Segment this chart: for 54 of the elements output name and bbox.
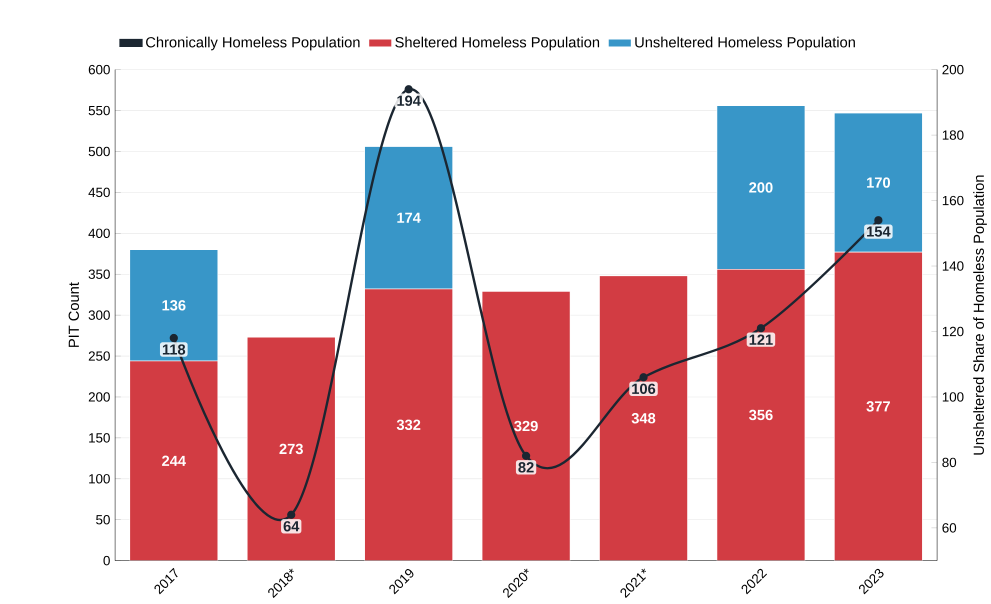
data-label: 356 [749, 410, 773, 420]
data-label: 194 [397, 96, 421, 106]
legend-label: Sheltered Homeless Population [395, 36, 600, 50]
point [639, 373, 648, 382]
y-tick-label: 600 [88, 64, 110, 74]
y-tick-label: 500 [88, 146, 110, 156]
legend-label: Unsheltered Homeless Population [635, 36, 855, 50]
point [756, 324, 766, 332]
data-label: 174 [397, 212, 421, 223]
y-tick-label: 150 [89, 433, 110, 443]
point [522, 452, 530, 460]
y-tick-label: 550 [88, 106, 110, 116]
data-label: 64 [284, 521, 300, 532]
data-label: 121 [750, 334, 773, 345]
legend-label: Chronically Homeless Population [146, 36, 360, 50]
data-label: 154 [867, 226, 891, 237]
y-tick-label: 0 [103, 556, 110, 566]
y2-tick-label: 200 [942, 64, 964, 74]
y2-tick-label: 60 [942, 523, 956, 533]
data-label: 348 [632, 413, 656, 424]
y-tick-label: 50 [96, 514, 110, 524]
data-label: 273 [279, 444, 303, 454]
data-label: 118 [162, 344, 186, 355]
data-label: 332 [396, 420, 420, 430]
data-label: 106 [632, 384, 656, 394]
y-tick-label: 250 [88, 351, 110, 361]
y-tick-label: 450 [88, 188, 110, 198]
y-tick-label: 200 [88, 392, 110, 402]
y2-tick-label: 120 [942, 326, 964, 336]
y2-tick-label: 180 [942, 130, 964, 140]
y2-tick-label: 80 [942, 458, 956, 468]
data-label: 82 [518, 462, 534, 473]
data-label: 329 [514, 420, 538, 432]
data-label: 244 [162, 456, 186, 466]
point [170, 334, 178, 342]
bar [246, 336, 336, 561]
y2-tick-label: 140 [942, 261, 964, 271]
data-label: 200 [749, 182, 773, 193]
y-tick-label: 350 [88, 270, 110, 279]
data-label: 136 [162, 300, 186, 311]
data-label: 170 [867, 177, 890, 188]
y-tick-label: 400 [88, 228, 110, 238]
y2-axis-title: Unsheltered Share of Homeless Population [973, 176, 987, 455]
data-label: 377 [866, 401, 890, 412]
y2-tick-label: 100 [942, 392, 964, 402]
bar [482, 291, 570, 561]
y-tick-label: 300 [88, 310, 110, 320]
point [287, 510, 296, 519]
point [874, 216, 883, 224]
y2-tick-label: 160 [942, 196, 964, 206]
point [404, 85, 413, 94]
bar [599, 276, 688, 561]
y-axis-title: PIT Count [68, 282, 79, 347]
y-tick-label: 100 [89, 474, 110, 484]
